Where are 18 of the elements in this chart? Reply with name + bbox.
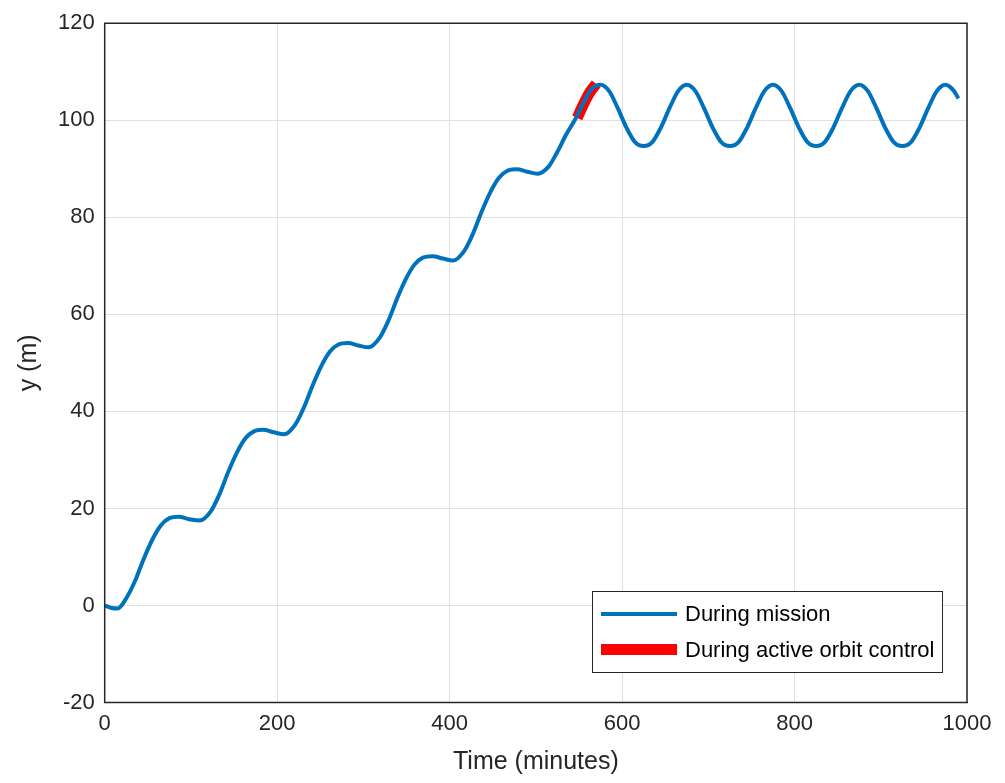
legend-label: During active orbit control <box>685 636 935 663</box>
x-tick-label: 200 <box>258 709 296 735</box>
x-tick-label: 0 <box>98 709 111 735</box>
y-tick-label: 80 <box>70 203 95 229</box>
x-tick-label: 1000 <box>942 709 992 735</box>
y-tick-label: 60 <box>70 300 95 326</box>
x-tick-label: 600 <box>603 709 641 735</box>
y-tick-label: 100 <box>57 106 95 132</box>
y-tick-label: 40 <box>70 397 95 423</box>
x-axis-title: Time (minutes) <box>452 745 619 774</box>
y-tick-label: -20 <box>62 688 95 714</box>
y-tick-label: 120 <box>57 9 95 35</box>
y-axis-title: y (m) <box>12 334 41 392</box>
x-tick-label: 400 <box>431 709 468 735</box>
y-tick-label: 20 <box>70 494 95 520</box>
y-tick-label: 0 <box>82 591 95 617</box>
legend-label: During mission <box>685 600 831 627</box>
x-tick-label: 800 <box>776 709 813 735</box>
